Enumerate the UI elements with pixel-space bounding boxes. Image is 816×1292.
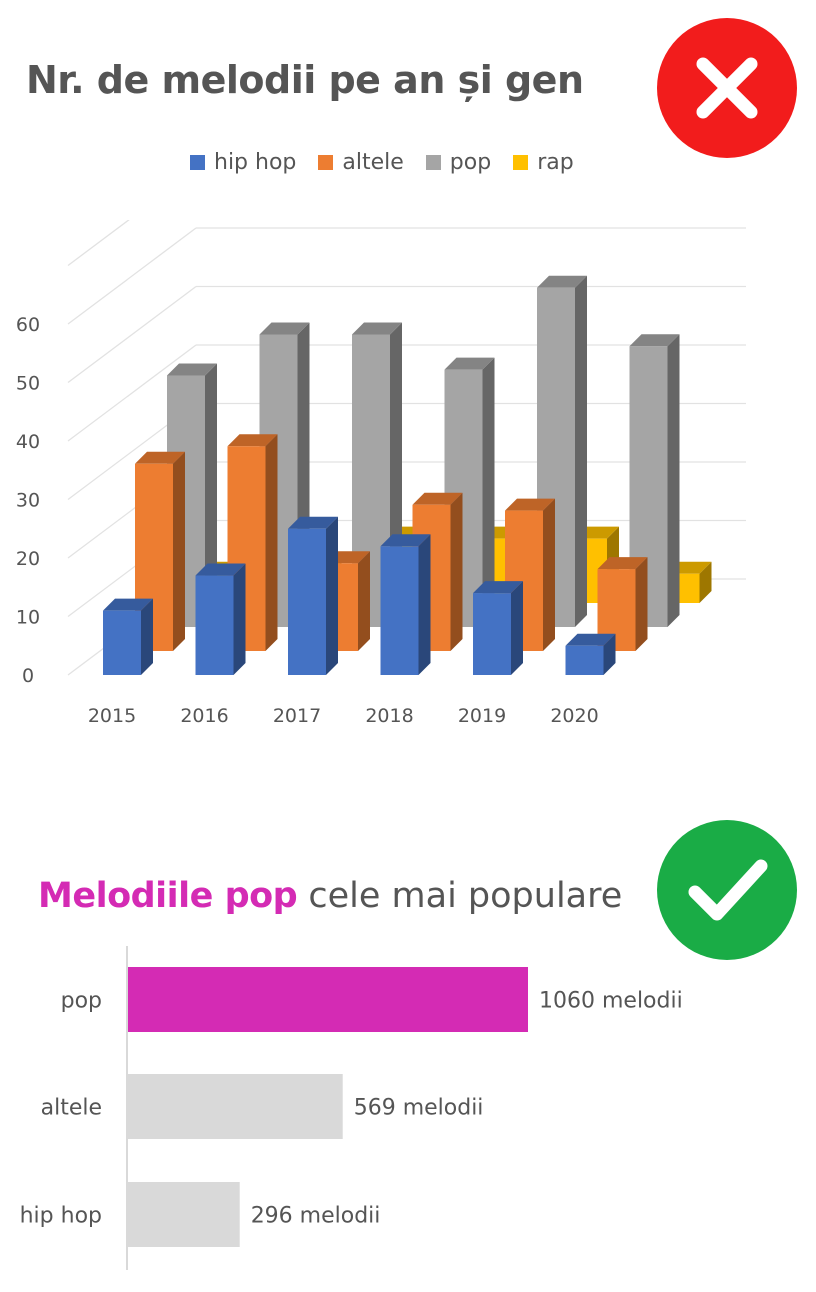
bar [473, 581, 523, 675]
title-highlight: Melodiile pop [38, 876, 298, 916]
chart-legend: hip hop altele pop rap [190, 150, 574, 175]
bar-side [543, 498, 555, 651]
bar [103, 598, 153, 675]
bar-side [358, 551, 370, 651]
legend-swatch [318, 155, 334, 170]
bar [288, 516, 338, 675]
bar-side [635, 557, 648, 651]
bar-side [450, 492, 463, 651]
data-label: 296 melodii [251, 1204, 381, 1229]
category-label: hip hop [20, 1204, 102, 1229]
bar-top [412, 492, 463, 505]
bar-top [473, 581, 523, 594]
gridline [67, 227, 197, 325]
legend-label: rap [537, 150, 574, 175]
title-rest: cele mai populare [308, 876, 623, 916]
bar-side [667, 334, 680, 627]
bar-front [473, 593, 511, 675]
bar [128, 1182, 240, 1247]
data-label: 569 melodii [354, 1096, 484, 1121]
checkmark-icon [657, 820, 797, 960]
legend-swatch [190, 155, 205, 170]
bar-top [195, 563, 246, 576]
bar-top [259, 322, 310, 335]
bar-side [603, 633, 616, 675]
bar [565, 633, 616, 675]
legend-swatch [513, 155, 529, 170]
bar-side [511, 581, 523, 675]
x-tick-label: 2016 [180, 705, 228, 727]
close-icon [657, 18, 797, 158]
bar [195, 563, 246, 675]
bar-side [233, 563, 246, 675]
bar-side [575, 275, 587, 627]
bar-top [288, 516, 338, 529]
bar-top [597, 557, 648, 570]
y-tick-label: 50 [16, 373, 40, 395]
bar-side [326, 516, 338, 675]
bar-front [103, 610, 141, 675]
legend-label: pop [449, 150, 492, 175]
bar-front [380, 546, 419, 675]
bar-side [141, 598, 153, 675]
bar-side [205, 363, 217, 627]
legend-item: rap [513, 150, 574, 175]
x-tick-label: 2015 [88, 705, 136, 727]
y-tick-label: 20 [16, 548, 40, 570]
bar-side [482, 357, 495, 627]
wrong-badge [657, 18, 797, 158]
bar-top [167, 363, 217, 376]
bar-front [565, 645, 604, 675]
bar-top [227, 434, 278, 447]
gridline [67, 285, 197, 384]
category-label: altele [41, 1096, 102, 1121]
bar [128, 967, 528, 1032]
right-badge [657, 820, 797, 960]
bar-top [505, 498, 555, 511]
bar-side [173, 451, 185, 651]
legend-label: altele [342, 150, 404, 175]
x-tick-label: 2018 [365, 705, 413, 727]
legend-item: hip hop [190, 150, 296, 175]
data-label: 1060 melodii [539, 989, 683, 1014]
x-tick-label: 2020 [550, 705, 598, 727]
legend-item: altele [318, 150, 404, 175]
bar-side [265, 434, 278, 651]
y-tick-label: 60 [16, 314, 40, 336]
bar-top [380, 534, 431, 547]
legend-label: hip hop [214, 150, 297, 175]
bar-top [629, 334, 680, 347]
gridline [67, 220, 130, 267]
bar-top [537, 275, 587, 288]
bar [128, 1074, 343, 1139]
y-tick-label: 30 [16, 490, 40, 512]
legend-item: pop [425, 150, 492, 175]
bar [380, 534, 431, 675]
bar-top [444, 357, 495, 370]
y-tick-label: 0 [22, 665, 34, 687]
bar-top [103, 598, 153, 611]
bar-side [699, 561, 712, 603]
bar-top [565, 633, 616, 646]
3d-column-chart: 0 10 20 30 40 50 60 2015 2016 2017 2018 2019 2020 [16, 220, 746, 727]
horizontal-bar-chart: pop 1060 melodii altele 569 melodii hip hop 2… [20, 946, 683, 1270]
bar-front [195, 575, 234, 675]
bar [537, 275, 587, 627]
x-tick-label: 2019 [458, 705, 506, 727]
bar-side [418, 534, 431, 675]
category-label: pop [61, 989, 102, 1014]
chart-title: Nr. de melodii pe an și gen [26, 58, 584, 102]
y-tick-label: 40 [16, 431, 40, 453]
x-tick-label: 2017 [273, 705, 321, 727]
gridline [67, 344, 197, 442]
bar-top [352, 322, 402, 335]
y-tick-label: 10 [16, 607, 40, 629]
bar-top [135, 451, 185, 464]
bar-front [288, 528, 326, 675]
legend-swatch [425, 155, 441, 170]
second-chart-title: Melodiile pop cele mai populare [38, 876, 622, 916]
series-hip-hop [103, 516, 616, 675]
